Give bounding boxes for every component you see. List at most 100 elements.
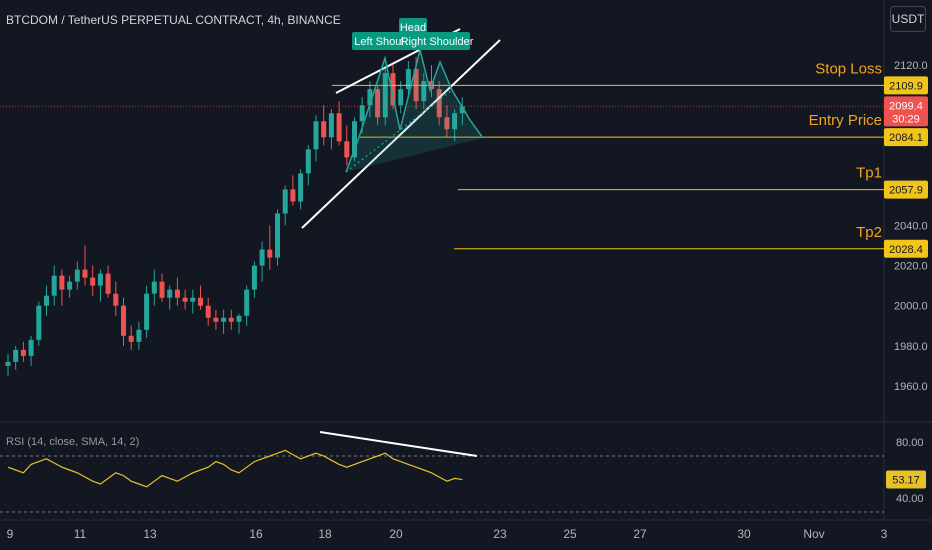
- date-tick-label: 25: [563, 527, 577, 541]
- candle-body: [444, 117, 450, 130]
- candle-body: [205, 305, 211, 318]
- rsi-line: [7, 449, 463, 488]
- level-price-box: [884, 128, 928, 147]
- date-tick-label: 23: [493, 527, 507, 541]
- candle-body: [236, 315, 242, 322]
- level-label: Stop Loss: [815, 60, 882, 77]
- candle-body: [20, 349, 26, 356]
- level-price-label: 2084.1: [889, 132, 923, 144]
- candle-body: [128, 335, 134, 342]
- candle-body: [352, 121, 357, 158]
- candle-body: [336, 113, 342, 142]
- candle-body: [67, 281, 73, 290]
- level-label: Entry Price: [809, 112, 882, 129]
- candle-body: [97, 273, 103, 286]
- price-tick-label: 2120.0: [894, 60, 928, 72]
- current-price-box: [884, 96, 928, 127]
- candle-body: [436, 89, 442, 118]
- candle-body: [244, 289, 250, 316]
- candle-body: [321, 121, 327, 138]
- candle-body: [452, 113, 458, 130]
- rsi-value-label: 53.17: [892, 475, 920, 487]
- date-tick-label: 9: [7, 527, 14, 541]
- candle-body: [405, 69, 411, 90]
- candle-body: [136, 329, 142, 342]
- chart-title: BTCDOM / TetherUS PERPETUAL CONTRACT, 4h…: [6, 13, 341, 27]
- date-tick-label: 27: [633, 527, 647, 541]
- pattern-label-text: Head: [400, 22, 426, 34]
- candle-body: [36, 305, 42, 340]
- pattern-label-box: [404, 32, 470, 50]
- candle-body: [298, 173, 304, 202]
- candle-body: [174, 289, 180, 298]
- level-label: Tp2: [856, 224, 882, 241]
- date-tick-label: Nov: [803, 527, 824, 541]
- candle-body: [159, 281, 165, 298]
- candle-body: [198, 297, 203, 306]
- candle-body: [359, 105, 365, 122]
- pattern-fill: [346, 50, 483, 172]
- candle-body: [221, 317, 227, 322]
- candle-body: [59, 275, 65, 290]
- candle-body: [213, 317, 219, 322]
- currency-button[interactable]: USDT: [890, 6, 926, 32]
- candle-body: [275, 213, 280, 258]
- pattern-neckline: [345, 89, 453, 173]
- date-tick-label: 18: [318, 527, 332, 541]
- candle-body: [344, 141, 350, 158]
- date-tick-label: 3: [881, 527, 888, 541]
- date-tick-label: 20: [389, 527, 403, 541]
- candle-body: [313, 121, 319, 150]
- price-tick-label: 1980.0: [894, 341, 928, 353]
- candle-body: [398, 89, 404, 106]
- candle-body: [5, 361, 11, 366]
- price-tick-label: 2000.0: [894, 301, 928, 313]
- pattern-label-text: Right Shoulder: [401, 36, 474, 48]
- candle-body: [44, 295, 49, 306]
- candle-body: [82, 269, 88, 278]
- rsi-divergence-line: [319, 431, 478, 457]
- candle-body: [13, 349, 19, 362]
- candle-body: [90, 277, 96, 286]
- candle-body: [421, 81, 427, 102]
- rsi-value-box: [886, 470, 926, 489]
- candle-body: [190, 297, 196, 302]
- price-tick-label: 2040.0: [894, 221, 928, 233]
- candle-body: [144, 293, 150, 330]
- level-price-label: 2028.4: [889, 244, 923, 256]
- candle-body: [375, 89, 381, 118]
- candle-body: [251, 265, 257, 290]
- candle-body: [105, 273, 111, 294]
- candle-body: [113, 293, 119, 306]
- candle-body: [167, 289, 173, 298]
- level-price-box: [884, 239, 928, 258]
- candle-body: [367, 89, 373, 106]
- candle-body: [259, 249, 265, 266]
- level-price-label: 2109.9: [889, 80, 923, 92]
- date-tick-label: 13: [143, 527, 157, 541]
- candle-body: [390, 73, 396, 106]
- wedge-lower-line: [301, 39, 501, 229]
- price-tick-label: 1960.0: [894, 381, 928, 393]
- pattern-label-box: [399, 18, 427, 36]
- current-price-label: 2099.4: [889, 100, 923, 112]
- countdown-label: 30:29: [892, 113, 920, 125]
- rsi-label: RSI (14, close, SMA, 14, 2): [6, 436, 140, 448]
- price-tick-label: 2020.0: [894, 261, 928, 273]
- candle-body: [290, 189, 296, 202]
- candle-body: [74, 269, 80, 282]
- date-tick-label: 11: [74, 527, 87, 541]
- date-tick-label: 16: [249, 527, 263, 541]
- date-tick-label: 30: [737, 527, 751, 541]
- rsi-tick-label: 40.00: [896, 493, 924, 505]
- candle-body: [151, 281, 157, 294]
- candle-body: [459, 106, 465, 114]
- level-price-box: [884, 76, 928, 95]
- level-price-box: [884, 180, 928, 199]
- candle-body: [28, 339, 34, 356]
- rsi-tick-label: 80.00: [896, 437, 924, 449]
- candle-body: [267, 249, 273, 258]
- candle-body: [228, 317, 234, 322]
- candle-body: [121, 305, 126, 336]
